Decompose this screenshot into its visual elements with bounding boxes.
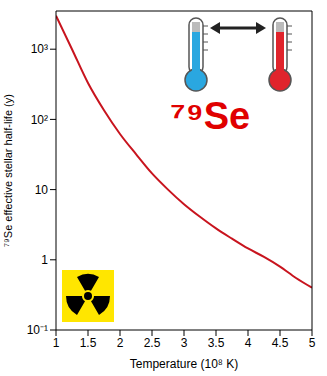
- svg-text:10²: 10²: [31, 113, 48, 127]
- svg-text:⁷⁹Se effective stellar half-li: ⁷⁹Se effective stellar half-life (y): [2, 94, 14, 247]
- svg-text:1.5: 1.5: [80, 336, 97, 350]
- svg-text:10³: 10³: [31, 42, 48, 56]
- svg-text:1: 1: [53, 336, 60, 350]
- svg-text:4.5: 4.5: [272, 336, 289, 350]
- svg-text:3: 3: [181, 336, 188, 350]
- svg-text:5: 5: [309, 336, 316, 350]
- svg-text:3.5: 3.5: [208, 336, 225, 350]
- svg-text:Temperature (10⁸ K): Temperature (10⁸ K): [130, 357, 238, 371]
- svg-text:4: 4: [245, 336, 252, 350]
- svg-text:10⁻¹: 10⁻¹: [27, 323, 48, 337]
- html-text:⁷⁹Se: ⁷⁹Se: [170, 95, 251, 137]
- svg-text:1: 1: [41, 253, 48, 267]
- svg-text:2: 2: [117, 336, 124, 350]
- svg-text:2.5: 2.5: [144, 336, 161, 350]
- svg-text:10: 10: [35, 183, 49, 197]
